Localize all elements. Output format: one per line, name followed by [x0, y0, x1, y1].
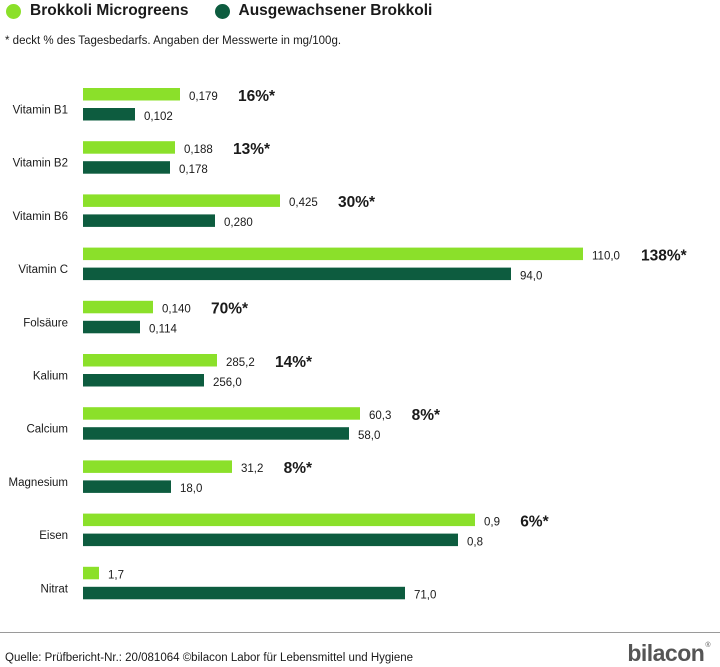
category-label-eisen: Eisen — [39, 530, 68, 542]
category-label-vitamin-b1: Vitamin B1 — [13, 105, 68, 117]
daily-value-label-vitamin-b1: 16%* — [238, 88, 276, 105]
category-label-vitamin-b6: Vitamin B6 — [13, 211, 68, 223]
bar-chart: Vitamin B1 0,179 0,102 16%* Vitamin B2 0,188 0… — [9, 88, 688, 602]
value-label-microgreens-vitamin-b2: 0,188 — [184, 144, 213, 156]
bar-microgreens-eisen — [83, 513, 475, 527]
legend-label-microgreens: Brokkoli Microgreens — [30, 2, 189, 19]
legend: Brokkoli Microgreens Ausgewachsener Brok… — [6, 0, 458, 22]
category-label-vitamin-b2: Vitamin B2 — [13, 158, 68, 170]
bar-microgreens-calcium — [83, 407, 360, 420]
bar-microgreens-magnesium — [83, 460, 232, 473]
logo-text: bilacon — [627, 640, 705, 666]
daily-value-label-calcium: 8%* — [412, 407, 441, 424]
bilacon-logo: bilacon® — [627, 640, 710, 667]
category-label-magnesium: Magnesium — [9, 477, 68, 489]
legend-item-microgreens: Brokkoli Microgreens — [6, 2, 189, 20]
bar-mature-nitrat — [83, 586, 405, 600]
daily-value-label-fols-ure: 70%* — [211, 301, 249, 318]
category-label-kalium: Kalium — [33, 371, 68, 383]
value-label-mature-vitamin-b1: 0,102 — [144, 111, 173, 123]
value-label-mature-vitamin-b6: 0,280 — [224, 217, 253, 229]
value-label-mature-fols-ure: 0,114 — [149, 324, 178, 336]
daily-value-label-eisen: 6%* — [520, 513, 549, 530]
bar-microgreens-vitamin-b1 — [83, 88, 180, 101]
value-label-microgreens-calcium: 60,3 — [369, 410, 391, 422]
footnote: * deckt % des Tagesbedarfs. Angaben der … — [5, 35, 342, 47]
legend-dot-mature — [214, 3, 230, 19]
bar-microgreens-kalium — [83, 354, 217, 367]
daily-value-label-vitamin-b6: 30%* — [338, 194, 376, 211]
value-label-mature-vitamin-c: 94,0 — [520, 270, 542, 282]
value-label-microgreens-eisen: 0,9 — [484, 516, 500, 528]
bar-mature-vitamin-b1 — [83, 108, 135, 121]
category-label-nitrat: Nitrat — [41, 583, 69, 595]
legend-item-mature: Ausgewachsener Brokkoli — [214, 2, 433, 20]
bar-microgreens-vitamin-b2 — [83, 141, 175, 154]
source-note: Quelle: Prüfbericht-Nr.: 20/081064 ©bila… — [5, 652, 414, 664]
legend-dot-microgreens — [6, 3, 21, 19]
bar-microgreens-fols-ure — [83, 300, 153, 314]
value-label-microgreens-magnesium: 31,2 — [241, 463, 263, 475]
value-label-mature-vitamin-b2: 0,178 — [179, 164, 208, 176]
daily-value-label-kalium: 14%* — [275, 354, 313, 371]
daily-value-label-vitamin-c: 138%* — [641, 247, 688, 264]
value-label-microgreens-vitamin-b6: 0,425 — [289, 197, 318, 209]
bar-mature-vitamin-b6 — [83, 214, 215, 227]
bar-mature-calcium — [83, 427, 349, 440]
bar-microgreens-vitamin-c — [83, 247, 583, 261]
value-label-mature-eisen: 0,8 — [467, 536, 483, 548]
divider — [0, 632, 720, 633]
value-label-microgreens-vitamin-c: 110,0 — [592, 250, 620, 262]
bar-microgreens-nitrat — [83, 566, 99, 580]
category-label-vitamin-c: Vitamin C — [18, 264, 68, 276]
bar-mature-kalium — [83, 374, 204, 387]
category-label-fols-ure: Folsäure — [23, 317, 68, 329]
category-label-calcium: Calcium — [26, 424, 68, 436]
bar-mature-vitamin-b2 — [83, 161, 170, 174]
legend-label-mature: Ausgewachsener Brokkoli — [238, 2, 433, 19]
value-label-microgreens-kalium: 285,2 — [226, 357, 255, 369]
value-label-mature-nitrat: 71,0 — [414, 590, 436, 602]
value-label-mature-calcium: 58,0 — [358, 430, 380, 442]
value-label-mature-kalium: 256,0 — [213, 377, 242, 389]
value-label-microgreens-vitamin-b1: 0,179 — [189, 91, 218, 103]
daily-value-label-vitamin-b2: 13%* — [233, 141, 271, 158]
bar-mature-vitamin-c — [83, 267, 511, 281]
bar-microgreens-vitamin-b6 — [83, 194, 280, 207]
bar-mature-fols-ure — [83, 320, 140, 334]
value-label-microgreens-fols-ure: 0,140 — [162, 304, 191, 316]
bar-mature-magnesium — [83, 480, 171, 493]
bar-mature-eisen — [83, 533, 458, 547]
value-label-mature-magnesium: 18,0 — [180, 483, 202, 495]
logo-registered-mark: ® — [705, 642, 710, 649]
value-label-microgreens-nitrat: 1,7 — [108, 570, 124, 582]
daily-value-label-magnesium: 8%* — [284, 460, 313, 477]
